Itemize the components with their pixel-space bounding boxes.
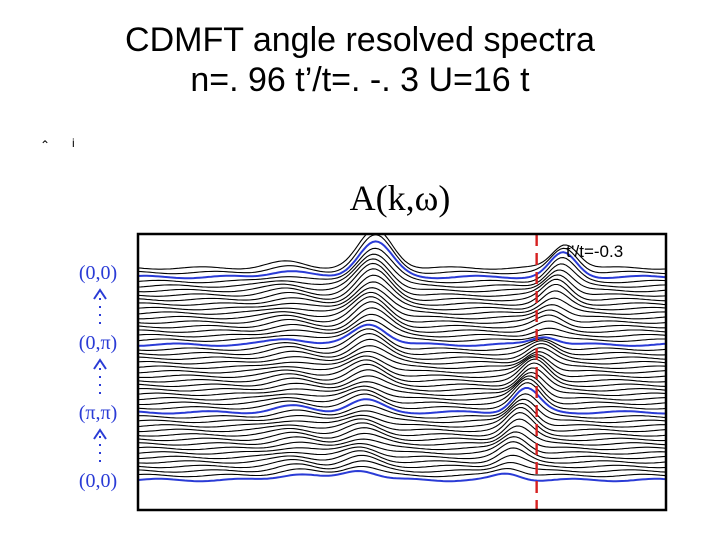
slide-title: CDMFT angle resolved spectra n=. 96 t’/t… (0, 20, 720, 100)
arrow-head-icon (93, 428, 107, 440)
spectrum-curve (138, 274, 666, 306)
decorative-tick-mark: i (72, 136, 75, 150)
spectrum-curve (138, 447, 666, 464)
momentum-label: (0,0) (79, 470, 117, 492)
spectrum-curve (138, 296, 666, 324)
spectrum-curve (138, 307, 666, 333)
plot-frame (136, 232, 668, 512)
spectrum-curve (138, 234, 666, 270)
spectrum-curve (138, 378, 666, 406)
spectrum-curve (138, 367, 666, 392)
spectrum-curve (138, 436, 666, 455)
spectrum-curve (138, 407, 666, 433)
spectrum-curve (138, 258, 666, 293)
spectrum-curve (138, 465, 666, 478)
spectrum-curve (138, 402, 666, 428)
spectrum-curve (138, 247, 666, 284)
arrow-head-icon (93, 358, 107, 370)
slide-title-line-2: n=. 96 t’/t=. -. 3 U=16 t (190, 61, 530, 99)
spectrum-curve (138, 281, 666, 311)
decorative-arrow-mark: ⌃ (40, 138, 51, 152)
spectrum-curve (138, 345, 666, 365)
spectrum-curve (138, 375, 666, 401)
highlight-spectrum-curve (138, 387, 666, 415)
spectrum-curve (138, 353, 666, 374)
spectrum-curve (138, 253, 666, 288)
momentum-labels: (0,0) (0,π) (π,π) (0,0) (79, 262, 118, 492)
spectrum-curve (138, 425, 666, 446)
spectrum-curve (138, 313, 666, 338)
spectrum-curve (138, 338, 666, 360)
spectrum-curve (138, 234, 666, 275)
spectrum-curve (138, 350, 666, 369)
spectrum-curve (138, 393, 666, 419)
momentum-label: (π,π) (79, 402, 118, 424)
spectrum-curve (138, 356, 666, 379)
spectrum-curve (138, 460, 666, 473)
highlight-spectrum-curve (138, 240, 666, 280)
momentum-label: (0,π) (79, 332, 117, 354)
spectrum-curve (138, 262, 666, 297)
spectrum-curve (138, 371, 666, 397)
arrow-head-icon (93, 288, 107, 300)
spectral-curves (138, 234, 666, 483)
spectrum-curve (138, 382, 666, 410)
momentum-arrows (93, 288, 107, 462)
spectrum-curve (138, 333, 666, 356)
spectrum-curve (138, 398, 666, 424)
momentum-label: (0,0) (79, 262, 117, 284)
highlight-spectrum-curve (138, 323, 666, 347)
spectrum-curve (138, 441, 666, 460)
spectrum-curve (138, 319, 666, 342)
spectrum-curve (138, 268, 666, 302)
spectrum-curve (138, 328, 666, 351)
spectrum-curve (138, 287, 666, 315)
spectrum-curve (138, 358, 666, 383)
slide-title-line-1: CDMFT angle resolved spectra (125, 21, 595, 59)
spectrum-curve (138, 362, 666, 388)
spectrum-curve (138, 412, 666, 437)
spectrum-curve (138, 291, 666, 320)
spectrum-curve (138, 418, 666, 442)
spectrum-curve (138, 301, 666, 329)
spectrum-curve (138, 454, 666, 469)
chart-title: A(k,ω) (350, 178, 451, 218)
hopping-annotation: t’/t=-0.3 (566, 242, 623, 261)
spectrum-curve (138, 431, 666, 451)
highlight-spectrum-curve (138, 469, 666, 483)
